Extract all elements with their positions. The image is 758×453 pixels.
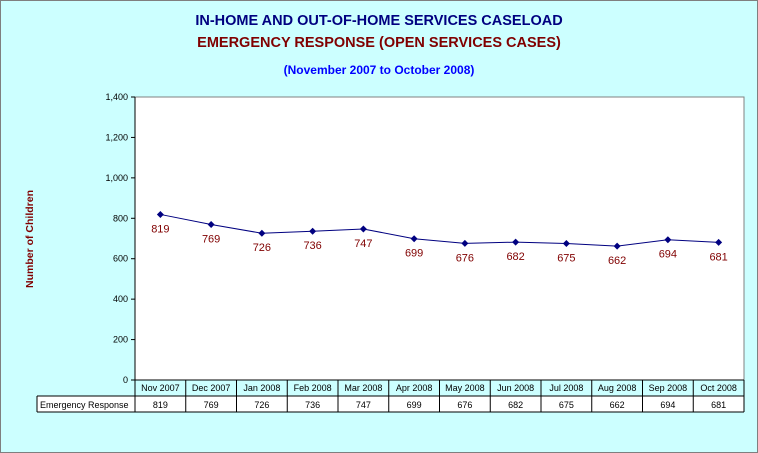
series-line [160, 213, 719, 247]
data-label: 662 [608, 255, 626, 267]
data-table-value: 682 [508, 400, 523, 410]
y-tick-label: 1,400 [105, 92, 128, 102]
data-label: 681 [709, 251, 727, 263]
data-label: 699 [405, 248, 423, 260]
x-tick-label: Jan 2008 [243, 383, 280, 393]
data-label: 736 [303, 240, 321, 252]
data-table-value: 662 [610, 400, 625, 410]
x-tick-label: Apr 2008 [396, 383, 433, 393]
data-table-series-name: Emergency Response [40, 400, 129, 410]
data-table-value: 747 [356, 400, 371, 410]
data-point [410, 235, 418, 243]
data-point [461, 239, 469, 247]
x-tick-label: Oct 2008 [700, 383, 737, 393]
data-point [562, 240, 570, 248]
data-point [613, 242, 621, 250]
data-point [156, 210, 164, 218]
y-tick-label: 800 [113, 213, 128, 223]
x-tick-label: Aug 2008 [598, 383, 637, 393]
y-tick-label: 600 [113, 254, 128, 264]
data-label: 747 [354, 238, 372, 250]
data-label: 675 [557, 253, 575, 265]
data-table-value: 819 [153, 400, 168, 410]
data-point [258, 229, 266, 237]
data-label: 676 [456, 252, 474, 264]
data-label: 769 [202, 234, 220, 246]
x-tick-label: Jul 2008 [549, 383, 583, 393]
data-table-value: 681 [711, 400, 726, 410]
chart-period: (November 2007 to October 2008) [283, 63, 475, 77]
y-tick-label: 400 [113, 294, 128, 304]
y-tick-label: 200 [113, 335, 128, 345]
data-label: 726 [253, 242, 271, 254]
x-tick-label: May 2008 [445, 383, 485, 393]
x-tick-label: Sep 2008 [649, 383, 688, 393]
y-tick-label: 1,200 [105, 132, 128, 142]
plot-area [134, 96, 745, 381]
y-tick-label: 0 [123, 375, 128, 385]
data-label: 682 [506, 251, 524, 263]
data-label: 819 [151, 223, 169, 235]
x-tick-label: Dec 2007 [192, 383, 231, 393]
data-point [664, 236, 672, 244]
data-point [715, 238, 723, 246]
data-table-value: 699 [407, 400, 422, 410]
data-table-value: 769 [204, 400, 219, 410]
data-point [309, 227, 317, 235]
data-point [359, 225, 367, 233]
data-point [512, 238, 520, 246]
data-table-value: 694 [660, 400, 675, 410]
chart-title: IN-HOME AND OUT-OF-HOME SERVICES CASELOA… [195, 13, 563, 29]
data-table-value: 736 [305, 400, 320, 410]
x-tick-label: Jun 2008 [497, 383, 534, 393]
y-tick-label: 1,000 [105, 173, 128, 183]
x-tick-label: Nov 2007 [141, 383, 180, 393]
x-tick-label: Feb 2008 [294, 383, 332, 393]
x-tick-label: Mar 2008 [344, 383, 382, 393]
data-table-value: 675 [559, 400, 574, 410]
chart-subtitle: EMERGENCY RESPONSE (OPEN SERVICES CASES) [197, 35, 561, 51]
data-point [207, 221, 215, 229]
data-label: 694 [659, 249, 677, 261]
data-table-value: 676 [457, 400, 472, 410]
data-table-value: 726 [254, 400, 269, 410]
data-table-row-bg [37, 396, 744, 412]
